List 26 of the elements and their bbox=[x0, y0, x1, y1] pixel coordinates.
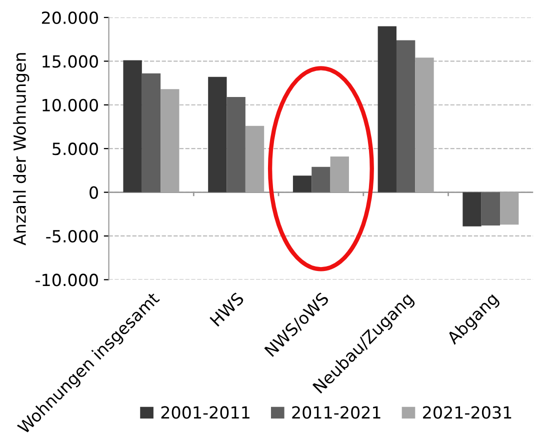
y-tick-label: 0 bbox=[90, 186, 98, 199]
bar bbox=[378, 26, 396, 192]
bar bbox=[481, 192, 500, 226]
y-tick-label: -5.000 bbox=[46, 230, 98, 243]
y-axis-title: Anzahl der Wohnungen bbox=[13, 53, 30, 246]
bar bbox=[462, 192, 482, 226]
legend-label: 2021-2031 bbox=[423, 406, 512, 419]
bar bbox=[142, 73, 161, 192]
bar bbox=[500, 192, 519, 225]
legend-label: 2011-2021 bbox=[292, 406, 380, 419]
bar bbox=[292, 176, 312, 192]
y-tick-label: -10.000 bbox=[36, 274, 98, 286]
bar bbox=[226, 97, 246, 192]
bar bbox=[245, 126, 264, 192]
bar bbox=[208, 76, 227, 192]
legend-label: 2001-2011 bbox=[161, 406, 250, 419]
bar bbox=[312, 166, 330, 192]
y-tick-label: 5.000 bbox=[52, 142, 98, 156]
bar bbox=[415, 58, 434, 192]
bar bbox=[330, 156, 349, 192]
bar bbox=[396, 40, 416, 192]
y-tick-label: 10.000 bbox=[42, 98, 98, 112]
bar bbox=[160, 89, 180, 192]
bar bbox=[123, 60, 142, 192]
y-tick-label: 15.000 bbox=[42, 55, 98, 68]
y-tick-label: 20.000 bbox=[42, 11, 98, 24]
